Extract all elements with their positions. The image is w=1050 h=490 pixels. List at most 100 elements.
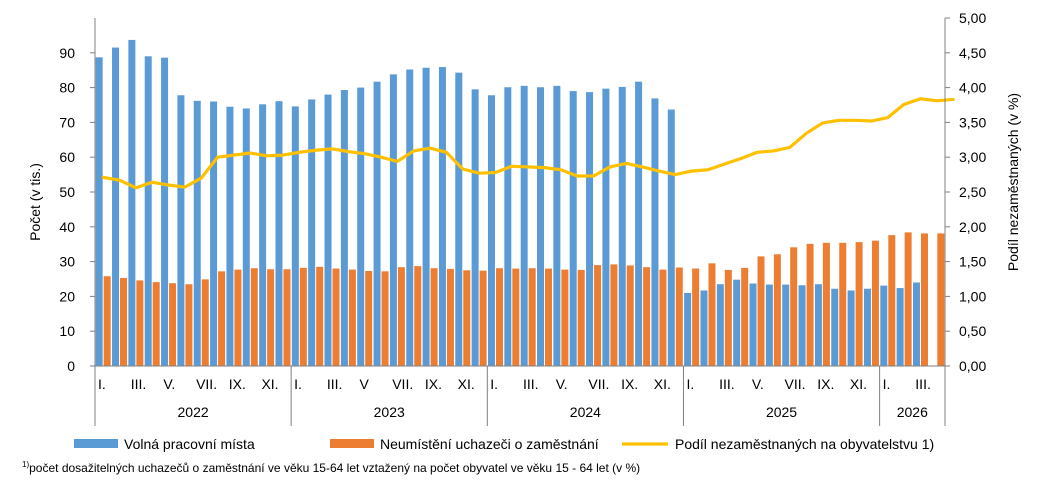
x-tick-label-month: IX. bbox=[425, 376, 442, 392]
x-tick-label-month: I. bbox=[883, 376, 891, 392]
y-tick-label-right: 0,00 bbox=[959, 358, 986, 374]
bar-vacancies bbox=[618, 86, 626, 367]
bar-applicants bbox=[479, 270, 487, 366]
bar-applicants bbox=[381, 271, 389, 366]
bar-vacancies bbox=[471, 89, 479, 366]
bar-applicants bbox=[626, 265, 634, 366]
bar-applicants bbox=[136, 280, 144, 366]
legend-item-applicants: Neumístění uchazeči o zaměstnání bbox=[330, 436, 599, 452]
y-tick-label-right: 1,50 bbox=[959, 254, 986, 270]
x-tick-label-month: XI. bbox=[458, 376, 475, 392]
y-axis-title-right: Podíl nezaměstnaných (v %) bbox=[1005, 93, 1021, 271]
bar-vacancies bbox=[798, 285, 806, 366]
bar-applicants bbox=[463, 270, 471, 366]
bar-applicants bbox=[512, 268, 520, 366]
y-tick-label-right: 4,50 bbox=[959, 45, 986, 61]
x-tick-label-month: III. bbox=[327, 376, 343, 392]
bar-applicants bbox=[692, 268, 700, 366]
bar-applicants bbox=[397, 267, 405, 366]
line-unemployment-share bbox=[101, 97, 955, 190]
bar-vacancies bbox=[95, 57, 103, 366]
bar-applicants bbox=[871, 240, 879, 366]
bar-vacancies bbox=[880, 285, 888, 366]
x-tick-label-month: XI. bbox=[261, 376, 278, 392]
bar-applicants bbox=[561, 269, 569, 366]
bar-applicants bbox=[741, 267, 749, 366]
bar-vacancies bbox=[291, 106, 299, 366]
bar-vacancies bbox=[651, 98, 659, 366]
bar-vacancies bbox=[389, 74, 397, 366]
y-tick-label-left: 30 bbox=[59, 254, 75, 270]
y-tick-label-left: 90 bbox=[59, 45, 75, 61]
bar-applicants bbox=[806, 243, 814, 366]
legend: Volná pracovní místa Neumístění uchazeči … bbox=[74, 436, 934, 452]
bar-vacancies bbox=[324, 94, 332, 366]
x-tick-label-month: IX. bbox=[817, 376, 834, 392]
bar-vacancies bbox=[896, 288, 904, 366]
bar-applicants bbox=[888, 235, 896, 366]
bar-applicants bbox=[267, 269, 275, 366]
bar-vacancies bbox=[144, 56, 152, 366]
bar-applicants bbox=[250, 268, 258, 366]
y-tick-label-left: 60 bbox=[59, 149, 75, 165]
bar-vacancies bbox=[635, 81, 643, 367]
bar-applicants bbox=[937, 233, 945, 366]
bar-vacancies bbox=[716, 284, 724, 366]
y-tick-label-right: 5,00 bbox=[959, 10, 986, 26]
bar-vacancies bbox=[210, 101, 218, 367]
bar-applicants bbox=[757, 256, 765, 366]
bar-vacancies bbox=[357, 87, 365, 366]
bar-applicants bbox=[218, 271, 226, 366]
bar-applicants bbox=[414, 266, 422, 366]
x-tick-label-month: III. bbox=[915, 376, 931, 392]
y-tick-label-right: 1,00 bbox=[959, 288, 986, 304]
bar-vacancies bbox=[569, 91, 577, 366]
x-year-label: 2024 bbox=[570, 404, 601, 420]
bar-vacancies bbox=[602, 88, 610, 366]
y-tick-label-right: 3,00 bbox=[959, 149, 986, 165]
bar-vacancies bbox=[128, 39, 136, 367]
bar-applicants bbox=[545, 268, 553, 366]
x-tick-label-month: I. bbox=[98, 376, 106, 392]
x-tick-label-month: VII. bbox=[588, 376, 609, 392]
bar-vacancies bbox=[422, 67, 430, 366]
x-tick-label-month: I. bbox=[490, 376, 498, 392]
bar-vacancies bbox=[765, 284, 773, 366]
bar-applicants bbox=[185, 284, 193, 366]
bar-applicants bbox=[577, 269, 585, 366]
x-tick-label-month: V bbox=[360, 376, 370, 392]
x-year-label: 2025 bbox=[766, 404, 797, 420]
bar-applicants bbox=[365, 271, 373, 366]
bar-vacancies bbox=[520, 85, 528, 367]
bar-applicants bbox=[430, 268, 438, 366]
y-tick-label-left: 20 bbox=[59, 288, 75, 304]
x-tick-label-month: VII. bbox=[392, 376, 413, 392]
line-layer bbox=[101, 97, 955, 190]
legend-label: Neumístění uchazeči o zaměstnání bbox=[380, 436, 599, 452]
bar-vacancies bbox=[912, 282, 920, 366]
bar-vacancies bbox=[406, 69, 414, 366]
legend-item-share: Podíl nezaměstnaných na obyvatelstvu 1) bbox=[622, 436, 934, 452]
x-tick-label-month: III. bbox=[523, 376, 539, 392]
y-axis-title-left: Počet (v tis.) bbox=[27, 163, 43, 241]
y-tick-label-right: 2,50 bbox=[959, 184, 986, 200]
bar-vacancies bbox=[782, 284, 790, 366]
bar-applicants bbox=[234, 269, 242, 366]
x-tick-label-month: IX. bbox=[621, 376, 638, 392]
bar-vacancies bbox=[373, 81, 381, 367]
x-tick-label-month: V. bbox=[556, 376, 568, 392]
bar-applicants bbox=[495, 268, 503, 366]
bar-vacancies bbox=[733, 279, 741, 366]
x-year-label: 2026 bbox=[897, 404, 928, 420]
bar-applicants bbox=[201, 279, 209, 366]
bar-applicants bbox=[283, 269, 291, 366]
x-tick-label-month: VII. bbox=[196, 376, 217, 392]
bar-applicants bbox=[528, 268, 536, 366]
bar-vacancies bbox=[308, 99, 316, 367]
bar-vacancies bbox=[504, 87, 512, 366]
footnote: 1)počet dosažitelných uchazečů o zaměstn… bbox=[22, 460, 640, 475]
x-tick-label-month: I. bbox=[686, 376, 694, 392]
y-tick-label-left: 50 bbox=[59, 184, 75, 200]
footnote-body: počet dosažitelných uchazečů o zaměstnán… bbox=[29, 461, 640, 475]
